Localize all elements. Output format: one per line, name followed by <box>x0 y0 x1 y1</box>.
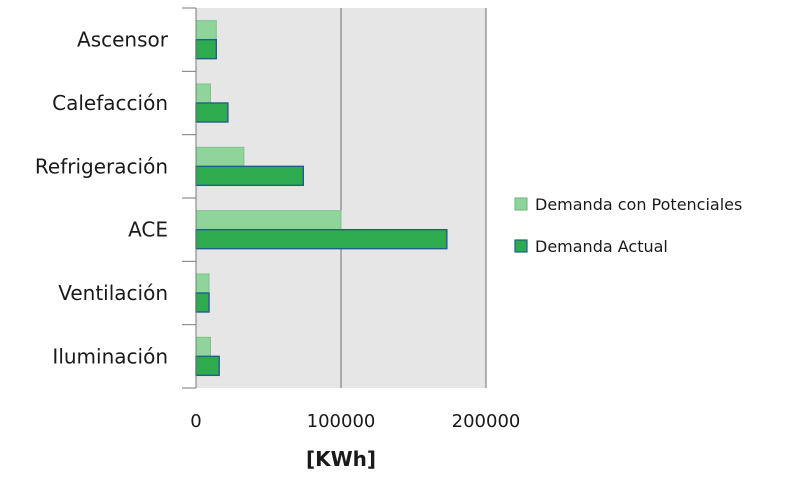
bar-demanda-actual <box>195 38 217 60</box>
bar-demanda-actual <box>195 165 305 187</box>
category-label: Iluminación <box>52 344 168 368</box>
bar-demanda-actual <box>195 355 220 377</box>
labels: 0 100000 200000 Ascensor Calefacción Refriger… <box>35 28 520 432</box>
legend-swatch-potenciales <box>514 197 528 211</box>
bar-demanda-potenciales <box>195 336 211 357</box>
grid-lines <box>340 8 487 388</box>
bar-demanda-potenciales <box>195 273 210 294</box>
bar-demanda-actual <box>195 292 210 313</box>
category-label: Ventilación <box>58 281 168 305</box>
legend-item-actual: Demanda Actual <box>514 237 668 256</box>
axes <box>182 7 197 389</box>
legend-label-potenciales: Demanda con Potenciales <box>535 195 742 214</box>
bar-demanda-actual <box>195 228 448 250</box>
category-label: Refrigeración <box>35 154 168 178</box>
x-tick-label: 0 <box>190 411 201 432</box>
category-label: ACE <box>128 218 168 242</box>
legend-label-actual: Demanda Actual <box>535 237 668 256</box>
legend-item-potenciales: Demanda con Potenciales <box>514 195 742 214</box>
bar-demanda-actual <box>195 102 229 123</box>
x-tick-label: 100000 <box>307 411 376 432</box>
bar-demanda-potenciales <box>195 83 211 104</box>
bar-demanda-potenciales <box>195 20 217 41</box>
category-label: Ascensor <box>77 28 169 52</box>
bar-demanda-potenciales <box>195 146 245 167</box>
bar-demanda-potenciales <box>195 210 342 231</box>
x-axis-title: [KWh] <box>306 447 376 471</box>
category-label: Calefacción <box>52 91 168 115</box>
bars <box>195 20 448 377</box>
legend: Demanda con Potenciales Demanda Actual <box>514 195 742 256</box>
x-tick-label: 200000 <box>452 411 521 432</box>
legend-swatch-actual <box>514 239 528 253</box>
